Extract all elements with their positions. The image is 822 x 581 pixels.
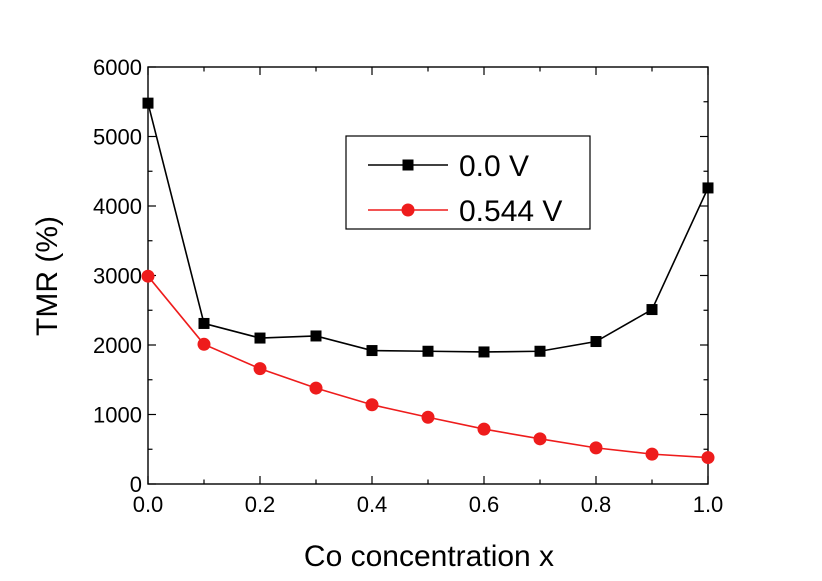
x-tick-label: 0.6 [469,492,500,517]
data-point-square [310,330,322,342]
data-point-circle [253,362,267,376]
y-axis-title: TMR (%) [31,216,64,336]
series-2 [141,269,715,465]
data-point-square [590,336,602,348]
x-tick-label: 0.0 [133,492,164,517]
data-point-square [142,97,154,109]
x-tick-label: 0.2 [245,492,276,517]
legend-box [345,135,591,230]
legend: 0.0 V 0.544 V [345,135,591,230]
data-point-square [198,317,210,329]
y-tick-label: 6000 [93,55,142,80]
data-point-square [366,345,378,357]
data-point-circle [533,432,547,446]
data-point-circle [421,410,435,424]
data-point-square [478,346,490,358]
data-point-circle [589,441,603,455]
data-point-circle [141,269,155,283]
y-tick-label: 2000 [93,333,142,358]
data-point-circle [309,381,323,395]
y-tick-label: 4000 [93,194,142,219]
data-point-circle [197,337,211,351]
data-point-square [702,182,714,194]
series-1 [142,97,714,358]
data-point-circle [365,398,379,412]
data-series [141,97,715,465]
legend-label: 0.0 V [459,150,529,183]
legend-entries: 0.0 V 0.544 V [368,150,562,228]
y-tick-label: 0 [130,472,142,497]
legend-marker-square [402,159,414,171]
axis-ticks [147,66,709,485]
x-axis-title: Co concentration x [304,540,554,573]
legend-label: 0.544 V [459,195,562,228]
data-point-circle [701,451,715,465]
data-point-circle [477,422,491,436]
y-tick-label: 1000 [93,403,142,428]
y-tick-label: 3000 [93,264,142,289]
x-tick-label: 0.8 [581,492,612,517]
data-point-square [254,332,266,344]
x-tick-label: 0.4 [357,492,388,517]
data-point-square [422,345,434,357]
axis-tick-labels: 0.0 0.2 0.4 0.6 0.8 1.0 0 1000 2000 3000 4000 5000 6… [93,55,723,517]
x-tick-label: 1.0 [693,492,724,517]
data-point-circle [645,447,659,461]
data-point-square [534,345,546,357]
data-point-square [646,304,658,316]
series-line [147,275,709,459]
y-tick-label: 5000 [93,125,142,150]
legend-marker-circle [401,203,415,217]
